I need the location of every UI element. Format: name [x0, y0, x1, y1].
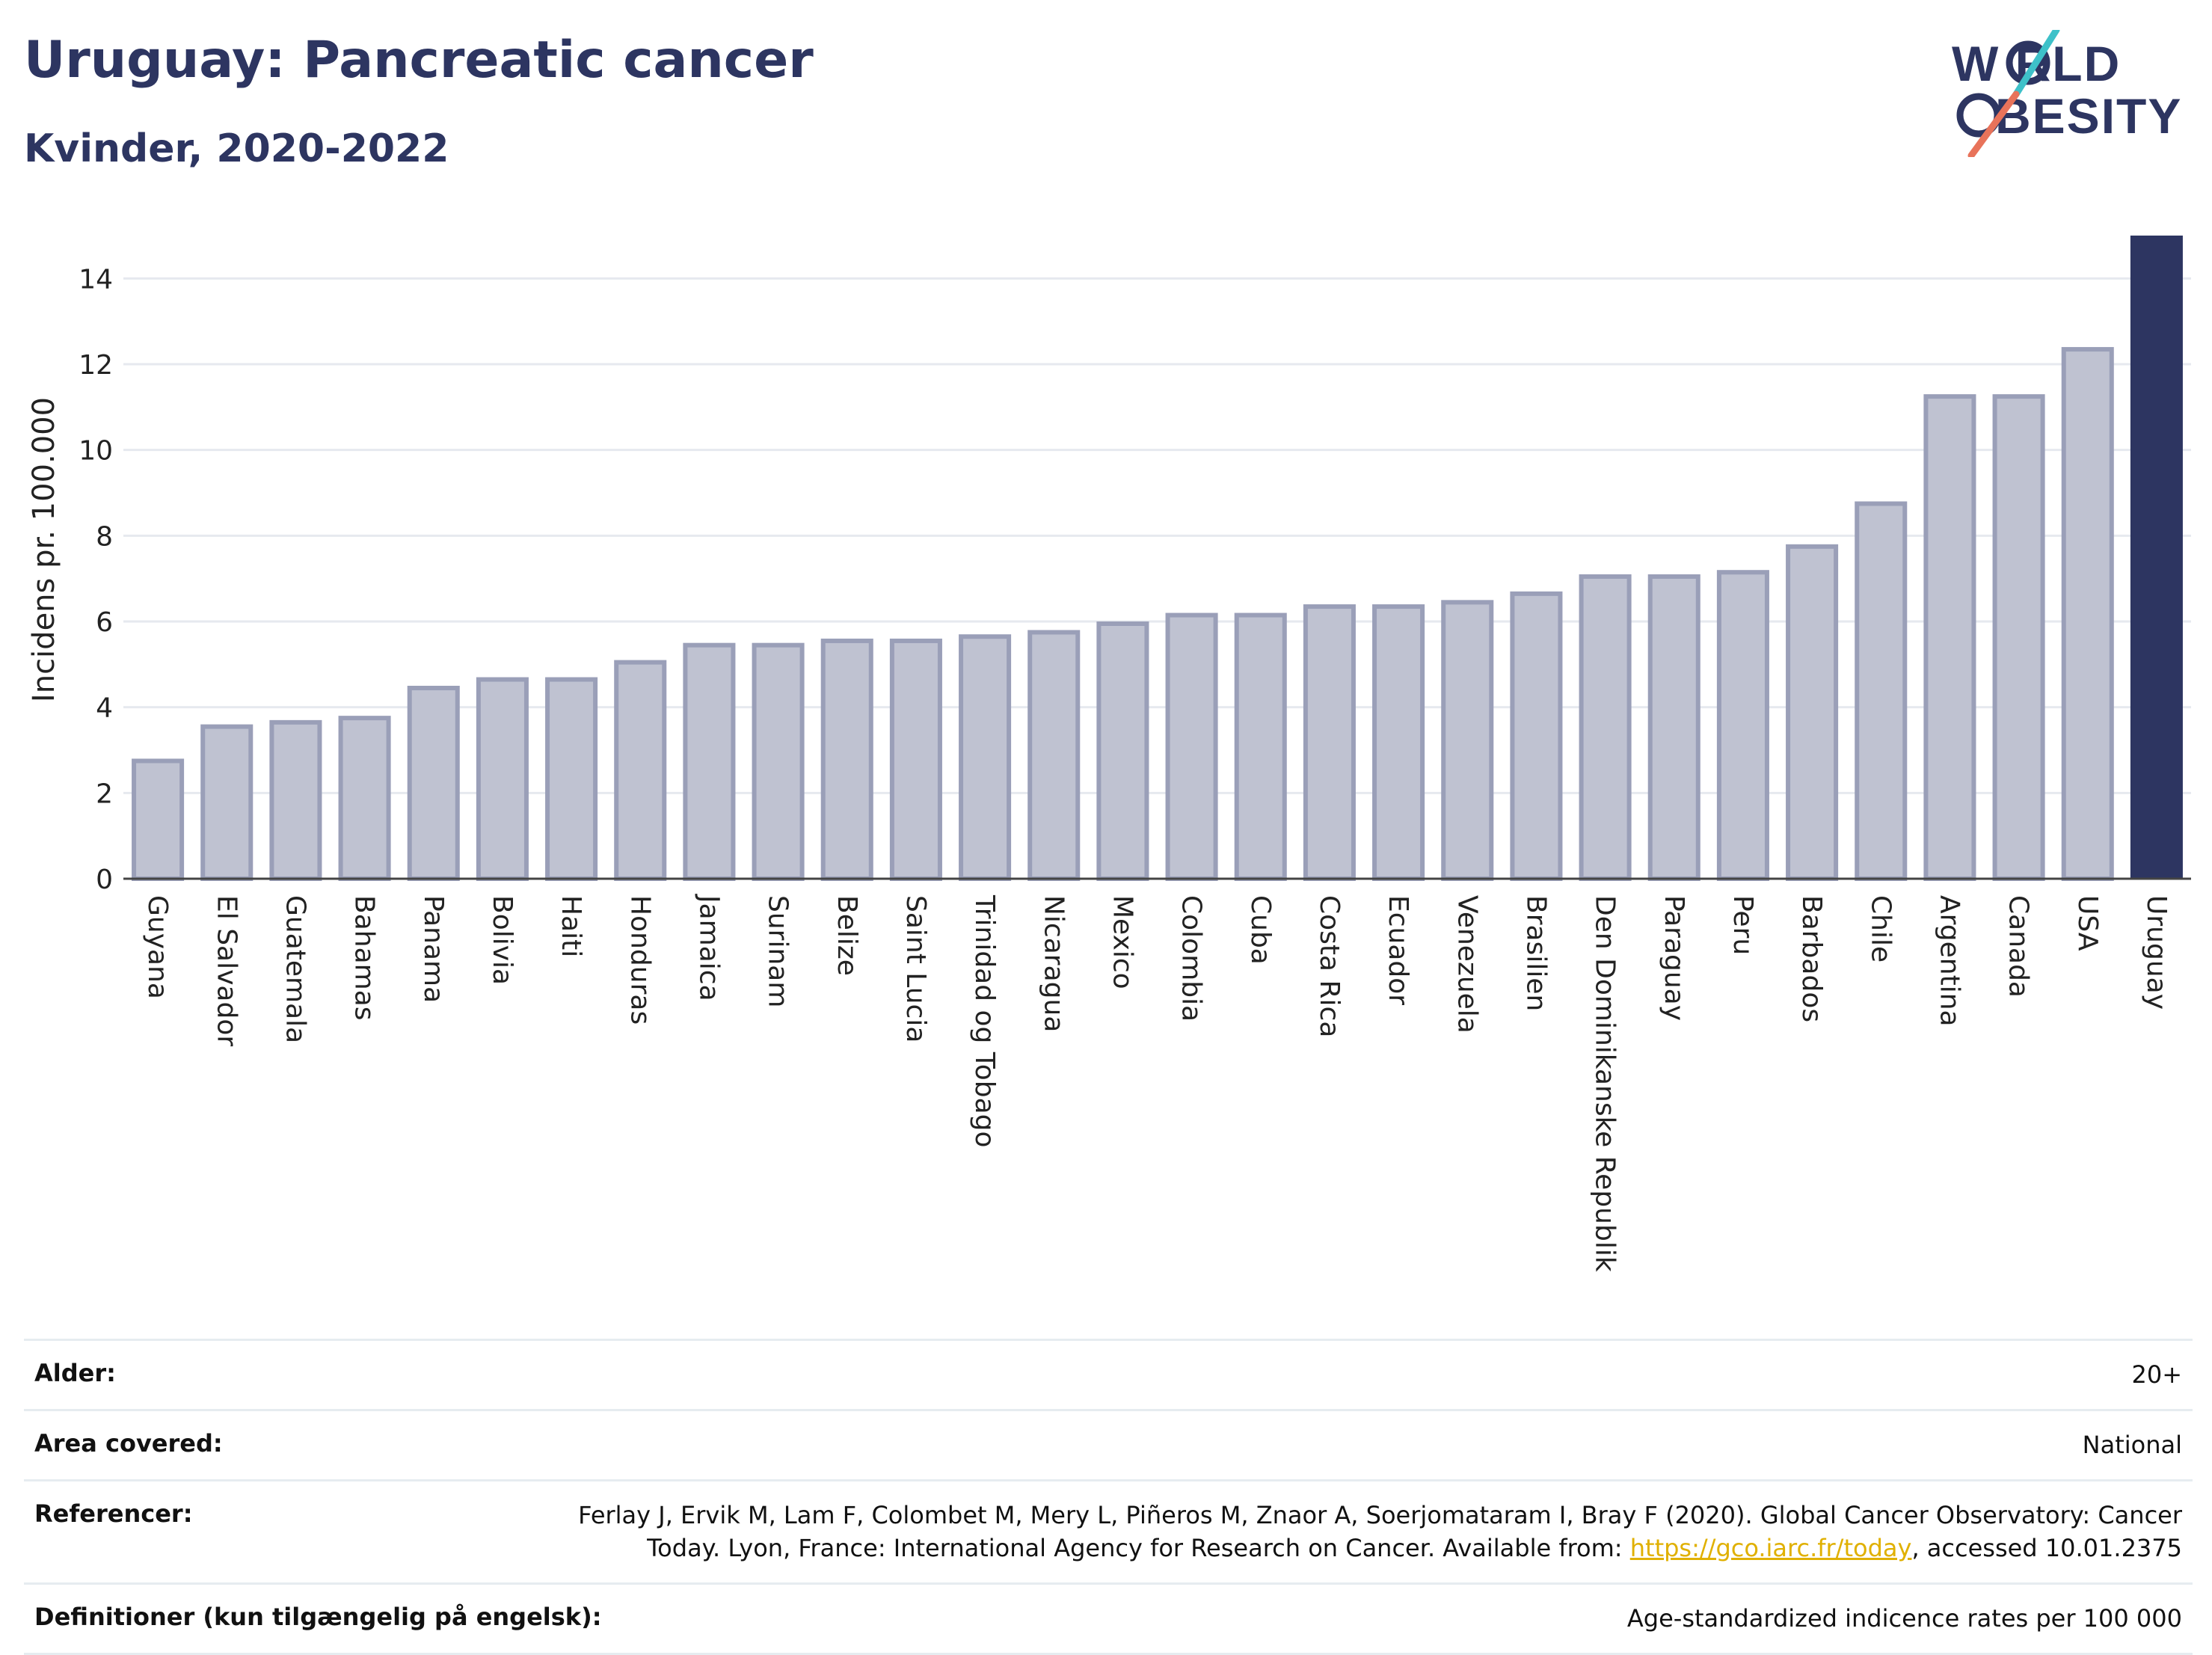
meta-row-area: Area covered: National — [24, 1409, 2193, 1479]
bar — [1372, 604, 1425, 881]
y-tick-label: 8 — [96, 521, 113, 552]
x-tick-label: Nicaragua — [1038, 895, 1069, 1032]
x-tick-label: Guatemala — [280, 895, 310, 1043]
meta-label: Definitioner (kun tilgængelig på engelsk… — [34, 1602, 602, 1631]
x-tick-label: Trinidad og Tobago — [969, 894, 1000, 1148]
chart-subtitle: Kvinder, 2020-2022 — [24, 126, 449, 171]
x-tick-label: Panama — [418, 895, 449, 1003]
x-tick-label: Bahamas — [349, 895, 380, 1021]
logo-o-ring — [2006, 40, 2050, 85]
x-tick-label: Den Dominikanske Republik — [1590, 895, 1620, 1272]
x-tick-label: Belize — [832, 895, 862, 976]
y-tick-label: 14 — [79, 264, 113, 295]
y-tick-label: 0 — [96, 865, 113, 895]
logo-text-obesity: BESITY — [1995, 88, 2182, 144]
x-tick-label: Haiti — [556, 895, 586, 957]
reference-suffix: , accessed 10.01.2375 — [1911, 1533, 2182, 1562]
x-tick-label: Jamaica — [693, 894, 724, 1001]
bar — [959, 634, 1012, 881]
x-tick-label: Paraguay — [1659, 895, 1689, 1021]
x-tick-label: Costa Rica — [1314, 895, 1345, 1037]
metadata-table: Alder: 20+ Area covered: National Refere… — [24, 1339, 2193, 1655]
reference-text: Ferlay J, Ervik M, Lam F, Colombet M, Me… — [578, 1501, 2182, 1562]
x-tick-label: El Salvador — [211, 895, 242, 1046]
bar — [1923, 394, 1976, 881]
bar — [269, 719, 322, 881]
meta-value: National — [2082, 1431, 2182, 1460]
bar — [476, 677, 529, 881]
bar — [338, 716, 391, 882]
x-tick-label: Chile — [1865, 895, 1896, 962]
x-tick-label: Mexico — [1107, 895, 1137, 989]
bar — [1096, 621, 1149, 881]
meta-label: Referencer: — [34, 1499, 193, 1529]
x-tick-label: Honduras — [624, 895, 655, 1025]
y-tick-label: 4 — [96, 693, 113, 724]
bar — [1786, 544, 1839, 881]
bar-highlight — [2130, 236, 2183, 879]
reference-link[interactable]: https://gco.iarc.fr/today — [1629, 1533, 1912, 1562]
bar — [2061, 347, 2114, 882]
bar — [132, 758, 185, 882]
y-tick-label: 10 — [79, 436, 113, 467]
bar — [889, 638, 942, 882]
bar — [1165, 612, 1218, 881]
x-tick-label: Cuba — [1245, 895, 1276, 965]
bar — [545, 677, 598, 881]
chart-title: Uruguay: Pancreatic cancer — [24, 31, 814, 90]
bar — [1510, 591, 1563, 881]
bar — [752, 642, 805, 882]
bar — [614, 660, 667, 881]
x-tick-label: Bolivia — [487, 895, 517, 985]
bar — [820, 638, 873, 882]
bar — [1027, 630, 1081, 881]
meta-label: Alder: — [34, 1359, 116, 1387]
x-tick-label: USA — [2072, 895, 2103, 951]
meta-label: Area covered: — [34, 1429, 223, 1458]
x-tick-label: Saint Lucia — [900, 895, 931, 1043]
bar — [1441, 600, 1494, 881]
logo-slash-bottom — [1967, 90, 2020, 157]
meta-value: Age-standardized indicence rates per 100… — [1626, 1603, 2182, 1633]
bar — [200, 724, 254, 881]
bar — [1992, 394, 2045, 881]
meta-value-reference: Ferlay J, Ervik M, Lam F, Colombet M, Me… — [574, 1499, 2182, 1564]
x-tick-label: Guyana — [142, 895, 173, 999]
x-tick-label: Brasilien — [1520, 895, 1551, 1011]
x-tick-label: Peru — [1727, 895, 1758, 955]
x-tick-label: Argentina — [1934, 895, 1964, 1027]
x-tick-label: Colombia — [1176, 895, 1207, 1022]
bar — [1855, 501, 1908, 881]
y-tick-label: 2 — [96, 779, 113, 809]
bar — [1647, 574, 1701, 882]
meta-row-age: Alder: 20+ — [24, 1339, 2193, 1409]
bar — [1234, 612, 1287, 881]
meta-value: 20+ — [2131, 1360, 2182, 1389]
x-tick-label: Barbados — [1796, 895, 1827, 1022]
bar — [683, 642, 736, 882]
y-tick-label: 12 — [79, 350, 113, 381]
x-tick-label: Surinam — [763, 895, 793, 1007]
x-tick-label: Ecuador — [1383, 895, 1413, 1005]
bar — [1303, 604, 1356, 881]
y-axis-label: Incidens pr. 100.000 — [27, 397, 61, 702]
x-tick-label: Uruguay — [2141, 895, 2172, 1010]
meta-row-references: Referencer: Ferlay J, Ervik M, Lam F, Co… — [24, 1479, 2193, 1582]
bar-chart: 0 2 4 6 8 10 12 14 Incidens pr. 100.000 Guyana El … — [27, 236, 2191, 1272]
meta-row-definitions: Definitioner (kun tilgængelig på engelsk… — [24, 1582, 2193, 1655]
y-tick-label: 6 — [96, 607, 113, 638]
x-tick-label: Canada — [2003, 895, 2034, 998]
x-tick-label: Venezuela — [1451, 895, 1482, 1034]
logo-slash-top — [2012, 30, 2060, 98]
bar — [407, 686, 460, 881]
bar — [1716, 570, 1769, 881]
bar — [1579, 574, 1632, 882]
world-obesity-logo: W RLD BESITY — [1952, 30, 2182, 157]
